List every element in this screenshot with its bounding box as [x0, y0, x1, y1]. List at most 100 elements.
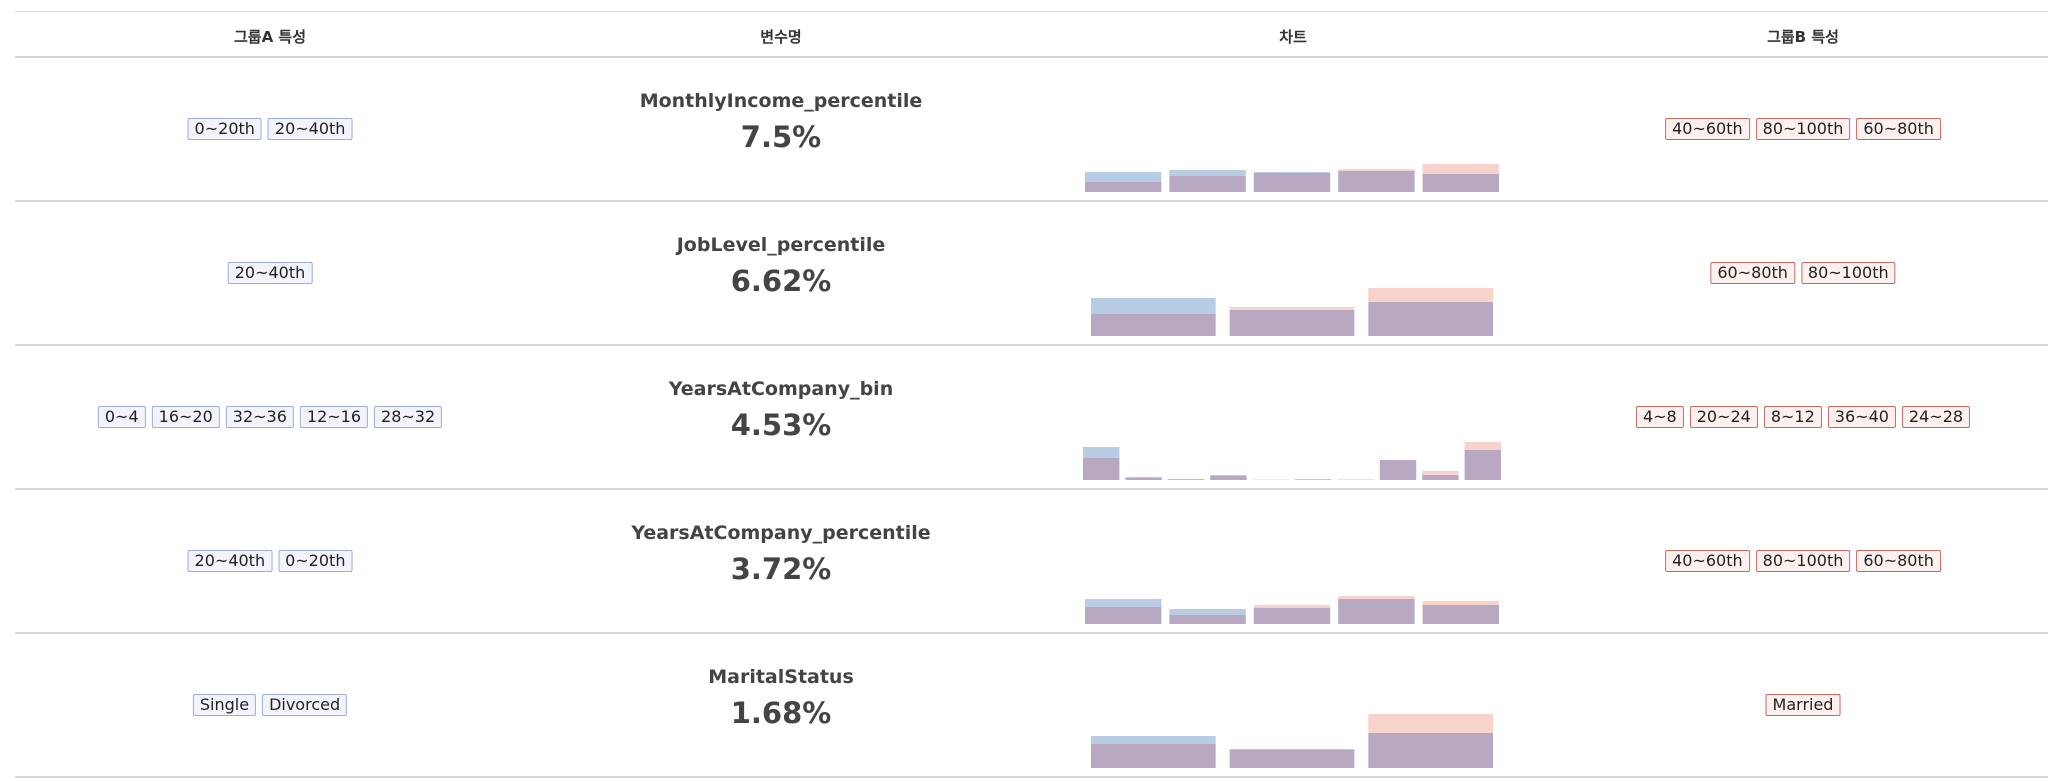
bar-overlap [1422, 475, 1459, 480]
group-b-tag: 40~60th [1665, 118, 1750, 140]
bar-overlap [1379, 460, 1417, 480]
variable-name: MonthlyIncome_percentile [639, 90, 923, 112]
distribution-chart [1083, 442, 1501, 480]
variable-percent: 6.62% [730, 264, 832, 298]
bar-difference [1083, 447, 1120, 458]
bar-overlap [1210, 476, 1247, 480]
header-variable: 변수명 [760, 28, 802, 46]
group-a-tag: 0~20th [278, 550, 353, 572]
group-a-cell: 20~40th [227, 262, 313, 284]
variable-name: YearsAtCompany_percentile [631, 522, 931, 544]
table-row: 0~20th 20~40th MonthlyIncome_percentile 7.5… [15, 58, 2048, 202]
variable-percent: 3.72% [730, 552, 832, 586]
distribution-chart [1091, 714, 1493, 768]
group-a-tag: 12~16 [299, 406, 369, 428]
group-a-tag: 0~4 [97, 406, 146, 428]
group-a-cell: Single Divorced [192, 694, 348, 716]
bar-difference [1338, 169, 1415, 171]
bar-overlap [1464, 450, 1501, 480]
bar-overlap [1167, 479, 1205, 480]
header-group-b: 그룹B 특성 [1767, 28, 1839, 46]
table-row: 0~4 16~20 32~36 12~16 28~32 YearsAtCompany_bi… [15, 346, 2048, 490]
bar-difference [1368, 714, 1493, 733]
bar-difference [1229, 749, 1355, 750]
bar-overlap [1125, 478, 1162, 480]
group-a-tag: 20~40th [187, 550, 273, 572]
bar-overlap [1368, 302, 1493, 336]
bar-overlap [1083, 458, 1120, 480]
variable-name: MaritalStatus [708, 666, 854, 688]
group-b-tag: 60~80th [1856, 550, 1941, 572]
bar-difference [1125, 477, 1162, 478]
variable-percent: 1.68% [730, 696, 832, 730]
bar-difference [1295, 479, 1332, 480]
group-b-tag: 24~28 [1901, 406, 1971, 428]
group-b-cell: 60~80th 80~100th [1710, 262, 1896, 284]
bar-difference [1253, 605, 1331, 608]
group-a-tag: 28~32 [374, 406, 443, 428]
bar-overlap [1229, 750, 1355, 768]
bar-difference [1338, 596, 1415, 599]
group-a-tag: 32~36 [225, 406, 294, 428]
group-a-cell: 0~4 16~20 32~36 12~16 28~32 [97, 406, 443, 428]
bar-difference [1422, 601, 1499, 605]
bar-overlap [1091, 744, 1216, 768]
bar-overlap [1422, 605, 1499, 624]
group-a-tag: 20~40th [227, 262, 313, 284]
group-b-tag: 60~80th [1710, 262, 1795, 284]
variable-name: YearsAtCompany_bin [668, 378, 894, 400]
bar-difference [1210, 475, 1247, 476]
bar-overlap [1368, 733, 1493, 768]
table-row: 20~40th JobLevel_percentile 6.62% 60~80th 80… [15, 202, 2048, 346]
group-b-cell: 40~60th 80~100th 60~80th [1665, 550, 1941, 572]
group-b-tag: 80~100th [1755, 550, 1851, 572]
group-a-tag: 16~20 [151, 406, 220, 428]
group-a-tag: 0~20th [187, 118, 262, 140]
group-a-cell: 20~40th 0~20th [187, 550, 353, 572]
bar-difference [1229, 307, 1355, 310]
variable-percent: 4.53% [730, 408, 832, 442]
bar-difference [1169, 170, 1246, 176]
bar-overlap [1169, 615, 1246, 624]
bar-overlap [1085, 182, 1162, 192]
distribution-chart [1085, 596, 1499, 624]
group-b-tag: Married [1765, 694, 1841, 716]
group-b-cell: 4~8 20~24 8~12 36~40 24~28 [1635, 406, 1971, 428]
variable-percent: 7.5% [740, 120, 822, 154]
group-b-tag: 20~24 [1689, 406, 1758, 428]
bar-difference [1091, 736, 1216, 744]
bar-difference [1422, 164, 1499, 174]
bar-difference [1167, 479, 1205, 480]
distribution-chart [1085, 164, 1499, 192]
group-b-tag: 4~8 [1635, 406, 1684, 428]
group-b-tag: 60~80th [1856, 118, 1941, 140]
header-group-a: 그룹A 특성 [233, 28, 307, 46]
group-b-tag: 40~60th [1665, 550, 1750, 572]
distribution-chart [1091, 288, 1493, 336]
group-b-tag: 8~12 [1763, 406, 1822, 428]
bar-overlap [1085, 607, 1162, 624]
bar-difference [1091, 298, 1216, 314]
table-row: Single Divorced MaritalStatus 1.68% Married [15, 634, 2048, 778]
bar-overlap [1229, 310, 1355, 336]
comparison-table: 그룹A 특성 변수명 차트 그룹B 특성 0~20th 20~40th Monthl… [15, 11, 2048, 778]
group-b-tag: 80~100th [1800, 262, 1896, 284]
bar-overlap [1338, 171, 1415, 192]
bar-overlap [1295, 479, 1332, 480]
bar-difference [1085, 172, 1162, 182]
group-a-tag: Single [192, 694, 257, 716]
group-a-cell: 0~20th 20~40th [187, 118, 353, 140]
table-row: 20~40th 0~20th YearsAtCompany_percentile 3.… [15, 490, 2048, 634]
group-b-cell: Married [1765, 694, 1841, 716]
bar-difference [1085, 599, 1162, 607]
group-b-tag: 80~100th [1755, 118, 1851, 140]
bar-overlap [1091, 314, 1216, 336]
bar-difference [1253, 172, 1331, 173]
group-b-cell: 40~60th 80~100th 60~80th [1665, 118, 1941, 140]
bar-overlap [1253, 608, 1331, 624]
group-a-tag: 20~40th [267, 118, 353, 140]
bar-overlap [1169, 176, 1246, 192]
bar-difference [1368, 288, 1493, 302]
variable-name: JobLevel_percentile [676, 234, 886, 256]
bar-difference [1422, 471, 1459, 475]
